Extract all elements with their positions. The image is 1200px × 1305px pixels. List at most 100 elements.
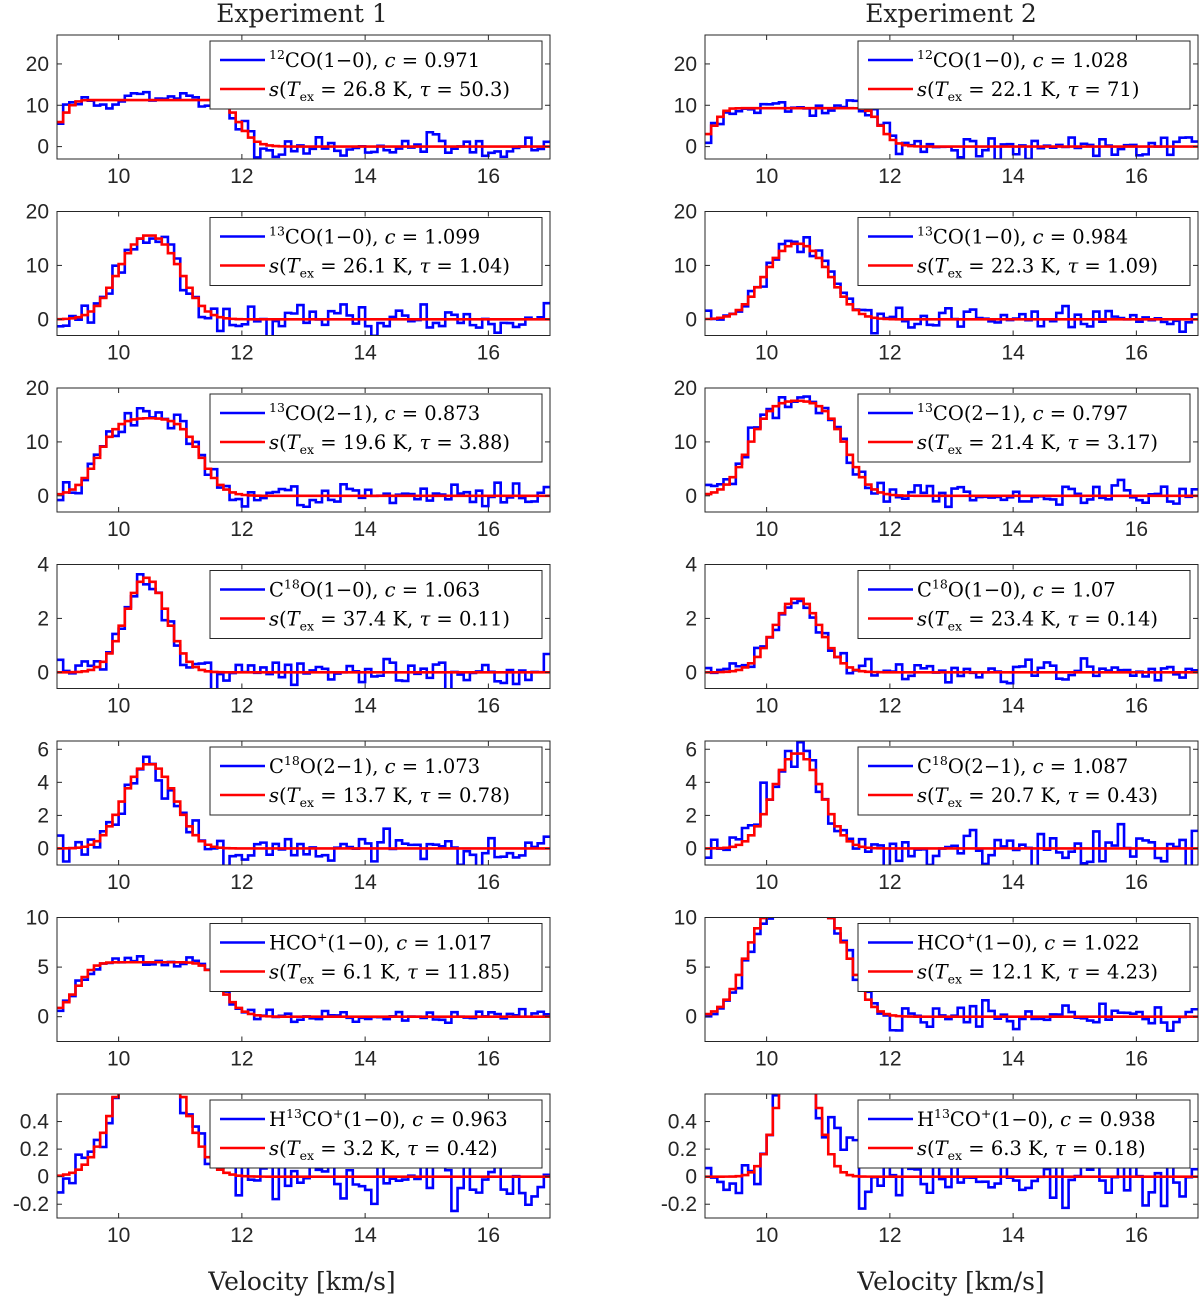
legend-box: [209, 570, 543, 639]
legend-excitation-temperature: 22.1: [991, 78, 1034, 101]
x-tick-label: 16: [1125, 518, 1148, 541]
legend-isotope: 12: [917, 47, 933, 62]
x-tick-label: 14: [1001, 165, 1025, 188]
observed-spectrum-line: [705, 741, 1198, 865]
spectrum-traces: [57, 955, 550, 1025]
legend-species: CO: [934, 932, 965, 955]
x-tick-label: 10: [107, 342, 130, 365]
legend-entry-observed: HCO+(1−0), c = 1.017: [269, 930, 492, 955]
x-tick-label: 10: [755, 165, 778, 188]
y-tick-label: 20: [26, 377, 49, 400]
y-tick-label: 2: [685, 804, 697, 827]
legend-scale-factor: 0.873: [424, 402, 480, 425]
y-tick-label: 0: [37, 485, 49, 508]
model-spectrum-line: [705, 597, 1198, 674]
legend-entry-model: s(Tex = 26.1 K, τ = 1.04): [269, 255, 510, 281]
legend-transition: (1−0): [316, 579, 372, 602]
axes-frame: [56, 564, 551, 689]
x-tick-label: 16: [477, 1048, 500, 1071]
legend-transition: (2−1): [964, 402, 1020, 425]
legend-entry-model: s(Tex = 3.2 K, τ = 0.42): [269, 1137, 498, 1163]
legend-species: CO: [933, 49, 964, 72]
x-tick-label: 16: [1125, 871, 1148, 894]
legend-scale-factor: 1.017: [436, 932, 492, 955]
y-tick-label: 0: [37, 837, 49, 860]
legend-species: O: [948, 755, 964, 778]
x-tick-label: 16: [477, 1224, 500, 1247]
x-tick-label: 14: [353, 165, 377, 188]
axes-frame: [704, 1093, 1199, 1219]
y-tick-label: 4: [37, 554, 49, 577]
x-tick-label: 14: [1001, 1224, 1025, 1247]
spectrum-traces: [705, 99, 1198, 159]
model-spectrum-line: [57, 234, 550, 321]
legend: C18O(2−1), c = 1.073 s(Tex = 13.7 K, τ = …: [209, 746, 543, 816]
spectrum-panel-exp2-row6: 10 12 14 16 0 5 10 HCO+(1−0), c = 1.022 s(Tex = …: [674, 907, 1199, 1071]
legend-isotope: 18: [284, 753, 300, 768]
observed-spectrum-line: [705, 395, 1198, 509]
legend-excitation-temperature: 26.8: [343, 78, 386, 101]
legend-isotope: 12: [269, 47, 285, 62]
legend-scale-factor: 1.087: [1072, 755, 1128, 778]
legend-entry-model: s(Tex = 21.4 K, τ = 3.17): [917, 431, 1158, 457]
y-tick-label: 20: [26, 53, 49, 76]
spectrum-panel-exp2-row2: 10 12 14 16 0 10 20 13CO(1−0), c = 0.984 s(Tex =…: [674, 201, 1199, 365]
legend-scale-factor: 0.963: [452, 1108, 508, 1131]
legend-entry-observed: H13CO+(1−0), c = 0.938: [917, 1106, 1156, 1131]
spectrum-traces: [57, 572, 550, 689]
y-tick-label: 0: [37, 1166, 49, 1189]
x-tick-label: 14: [353, 342, 377, 365]
legend-box: [857, 40, 1191, 110]
model-spectrum-line: [705, 917, 1198, 1018]
axes-frame: [56, 34, 551, 160]
legend-entry-model: s(Tex = 6.1 K, τ = 11.85): [269, 961, 510, 987]
legend-transition: (1−0): [343, 1108, 399, 1131]
model-spectrum-line: [57, 1094, 550, 1178]
y-tick-label: 10: [674, 254, 697, 277]
y-tick-label: 0: [685, 837, 697, 860]
axes-frame: [704, 34, 1199, 160]
model-spectrum-line: [57, 98, 550, 148]
legend-optical-depth: 3.88: [459, 431, 502, 454]
legend-entry-model: s(Tex = 19.6 K, τ = 3.88): [269, 431, 510, 457]
legend-isotope: 13: [917, 400, 933, 415]
legend-entry-observed: 13CO(2−1), c = 0.797: [917, 400, 1128, 425]
legend-optical-depth: 3.17: [1107, 431, 1150, 454]
x-tick-label: 10: [755, 342, 778, 365]
legend-entry-model: s(Tex = 20.7 K, τ = 0.43): [917, 784, 1158, 810]
legend-excitation-temperature: 13.7: [343, 784, 386, 807]
legend-box: [209, 746, 543, 816]
spectrum-traces: [57, 90, 550, 159]
legend-optical-depth: 1.09: [1107, 255, 1150, 278]
spectrum-traces: [705, 395, 1198, 509]
legend-prefix: C: [269, 579, 284, 602]
x-tick-label: 12: [230, 695, 253, 718]
y-tick-label: 2: [37, 607, 49, 630]
y-tick-label: 10: [26, 254, 49, 277]
axes-frame: [56, 917, 551, 1042]
legend-box: [857, 393, 1191, 463]
legend-prefix: C: [917, 755, 932, 778]
y-tick-label: 2: [37, 804, 49, 827]
spectrum-panel-exp2-row4: 10 12 14 16 0 2 4 C18O(1−0), c = 1.07 s(Tex = 23…: [685, 554, 1199, 718]
legend-scale-factor: 1.022: [1084, 932, 1140, 955]
legend-box: [857, 217, 1191, 286]
x-tick-label: 10: [107, 871, 130, 894]
x-tick-label: 12: [878, 695, 901, 718]
y-tick-label: 20: [674, 201, 697, 224]
legend-prefix: H: [269, 1108, 286, 1131]
legend-isotope: 18: [932, 753, 948, 768]
observed-spectrum-line: [705, 99, 1198, 159]
x-tick-label: 14: [353, 1048, 377, 1071]
y-tick-label: 0: [37, 661, 49, 684]
axes-frame: [56, 211, 551, 336]
x-tick-label: 16: [477, 871, 500, 894]
legend-entry-model: s(Tex = 22.3 K, τ = 1.09): [917, 255, 1158, 281]
legend-isotope: 18: [284, 577, 300, 592]
axes-frame: [704, 564, 1199, 689]
y-tick-label: 0: [37, 1006, 49, 1029]
legend-excitation-temperature: 3.2: [343, 1137, 374, 1160]
x-tick-label: 12: [878, 165, 901, 188]
x-tick-label: 10: [755, 695, 778, 718]
legend: C18O(1−0), c = 1.063 s(Tex = 37.4 K, τ = …: [209, 570, 543, 639]
